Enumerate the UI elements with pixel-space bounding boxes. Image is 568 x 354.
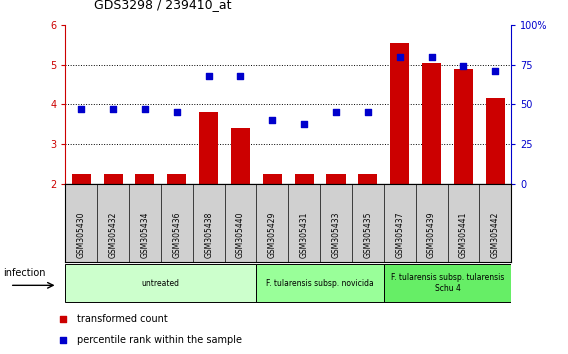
Text: GDS3298 / 239410_at: GDS3298 / 239410_at [94,0,231,11]
Point [395,54,404,59]
Text: GSM305429: GSM305429 [268,212,277,258]
Text: transformed count: transformed count [77,314,168,324]
Text: untreated: untreated [142,279,180,288]
Bar [72,174,91,184]
Bar [422,63,441,184]
Bar [358,174,377,184]
Point [236,73,245,79]
Bar [263,174,282,184]
Text: GSM305435: GSM305435 [364,212,373,258]
Text: GSM305434: GSM305434 [140,212,149,258]
Text: GSM305432: GSM305432 [108,212,118,258]
Bar [327,174,345,184]
Text: GSM305441: GSM305441 [459,212,468,258]
Point [491,68,500,74]
Text: GSM305440: GSM305440 [236,212,245,258]
Point [459,63,468,69]
Text: GSM305431: GSM305431 [300,212,308,258]
Text: percentile rank within the sample: percentile rank within the sample [77,335,242,345]
Point [332,110,341,115]
Text: infection: infection [3,268,46,278]
Text: GSM305439: GSM305439 [427,212,436,258]
Point [59,337,68,343]
FancyBboxPatch shape [256,264,384,302]
Text: GSM305433: GSM305433 [332,212,341,258]
Bar [295,174,314,184]
Text: F. tularensis subsp. tularensis
Schu 4: F. tularensis subsp. tularensis Schu 4 [391,274,504,293]
Point [300,121,309,126]
Point [108,106,118,112]
Bar [390,43,410,184]
Bar [199,113,218,184]
Point [59,316,68,321]
Bar [167,174,186,184]
Bar [103,174,123,184]
Text: F. tularensis subsp. novicida: F. tularensis subsp. novicida [266,279,374,288]
Point [364,110,373,115]
Point [140,106,149,112]
Point [77,106,86,112]
Bar [135,174,154,184]
Bar [454,69,473,184]
Point [172,110,181,115]
Text: GSM305442: GSM305442 [491,212,500,258]
Text: GSM305436: GSM305436 [172,212,181,258]
FancyBboxPatch shape [65,264,256,302]
FancyBboxPatch shape [384,264,511,302]
Point [427,54,436,59]
Text: GSM305438: GSM305438 [204,212,213,258]
Text: GSM305437: GSM305437 [395,212,404,258]
Point [204,73,213,79]
Point [268,118,277,123]
Bar [486,98,505,184]
Bar [231,129,250,184]
Text: GSM305430: GSM305430 [77,212,86,258]
